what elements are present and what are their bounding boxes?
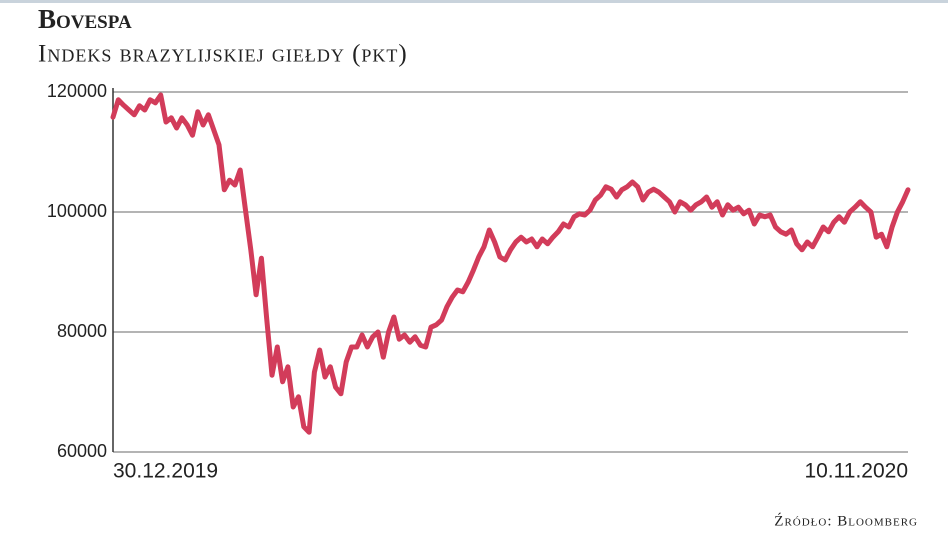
source: Źródło: Bloomberg [774, 512, 918, 529]
x-tick-label: 30.12.2019 [113, 460, 218, 483]
chart-subtitle: Indeks brazylijskiej giełdy (pkt) [38, 41, 408, 68]
chart-title: Bovespa [38, 4, 132, 34]
y-tick-label: 100000 [47, 201, 107, 221]
line [110, 92, 911, 435]
y-tick-label: 120000 [47, 81, 107, 101]
top-border [0, 0, 948, 3]
y-tick-label: 60000 [57, 441, 107, 461]
x-tick-label: 10.11.2020 [804, 460, 908, 483]
y-tick-label: 80000 [57, 321, 107, 341]
